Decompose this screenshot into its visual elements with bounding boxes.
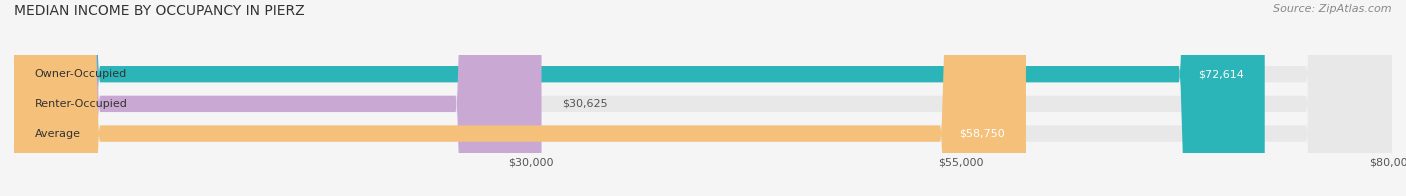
FancyBboxPatch shape <box>14 0 1392 196</box>
FancyBboxPatch shape <box>14 0 1265 196</box>
Text: $58,750: $58,750 <box>959 129 1005 139</box>
Text: MEDIAN INCOME BY OCCUPANCY IN PIERZ: MEDIAN INCOME BY OCCUPANCY IN PIERZ <box>14 4 305 18</box>
Text: Renter-Occupied: Renter-Occupied <box>35 99 128 109</box>
FancyBboxPatch shape <box>14 0 1026 196</box>
Text: Average: Average <box>35 129 80 139</box>
FancyBboxPatch shape <box>14 0 541 196</box>
Text: $72,614: $72,614 <box>1198 69 1244 79</box>
FancyBboxPatch shape <box>14 0 1392 196</box>
Text: Source: ZipAtlas.com: Source: ZipAtlas.com <box>1274 4 1392 14</box>
FancyBboxPatch shape <box>14 0 1392 196</box>
Text: Owner-Occupied: Owner-Occupied <box>35 69 127 79</box>
Text: $30,625: $30,625 <box>562 99 607 109</box>
